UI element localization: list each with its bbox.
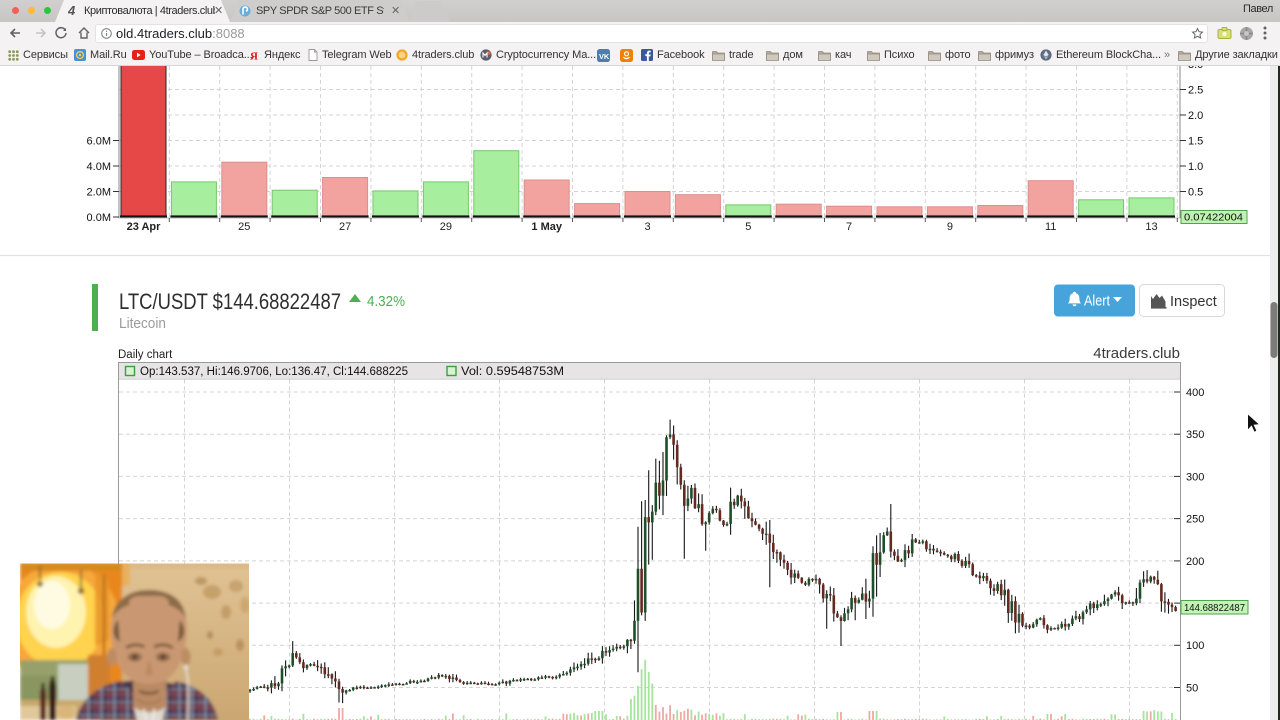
svg-text:3: 3 [644,221,650,233]
svg-text:11: 11 [1045,221,1056,233]
svg-text:9: 9 [947,221,953,233]
svg-text:200: 200 [1186,556,1204,568]
svg-text:50: 50 [1186,682,1198,694]
svg-text:4.0M: 4.0M [87,161,111,173]
svg-text:0.5: 0.5 [1188,187,1203,199]
svg-text:1.0: 1.0 [1188,161,1203,173]
svg-text:4.32%: 4.32% [367,293,405,310]
svg-text:100: 100 [1186,640,1204,652]
svg-text:300: 300 [1186,471,1204,483]
svg-text:4traders.club: 4traders.club [1093,345,1180,362]
svg-text:Alert: Alert [1084,294,1110,310]
svg-text:3.0: 3.0 [1188,59,1203,71]
svg-text:2.0M: 2.0M [87,187,111,199]
svg-text:Daily chart: Daily chart [118,349,173,361]
svg-text:1 May: 1 May [531,221,562,233]
svg-text:144.68822487: 144.68822487 [1184,602,1245,614]
svg-text:6.0M: 6.0M [87,136,111,148]
svg-text:0.07422004: 0.07422004 [1184,212,1243,224]
svg-text:Vol: 0.59548753M: Vol: 0.59548753M [461,366,564,378]
svg-text:25: 25 [238,221,250,233]
svg-text:1.5: 1.5 [1188,136,1203,148]
svg-text:350: 350 [1186,429,1204,441]
svg-text:23 Apr: 23 Apr [127,221,162,233]
svg-text:Inspect: Inspect [1170,294,1217,310]
svg-text:VK: VK [599,51,610,60]
svg-text:Op:143.537, Hi:146.9706, Lo:13: Op:143.537, Hi:146.9706, Lo:136.47, Cl:1… [140,366,408,378]
svg-text:27: 27 [339,221,351,233]
svg-text:2.0: 2.0 [1188,110,1203,122]
svg-text:7: 7 [846,221,852,233]
svg-text:0.0M: 0.0M [87,212,111,224]
svg-text:2.5: 2.5 [1188,85,1203,97]
svg-text:Я: Я [250,50,258,61]
svg-text:13: 13 [1145,221,1157,233]
svg-text:29: 29 [440,221,452,233]
svg-text:250: 250 [1186,514,1204,526]
svg-text:5: 5 [745,221,751,233]
svg-text:400: 400 [1186,387,1204,399]
svg-text:LTC/USDT $144.68822487: LTC/USDT $144.68822487 [119,289,341,314]
svg-text:Litecoin: Litecoin [119,315,166,332]
